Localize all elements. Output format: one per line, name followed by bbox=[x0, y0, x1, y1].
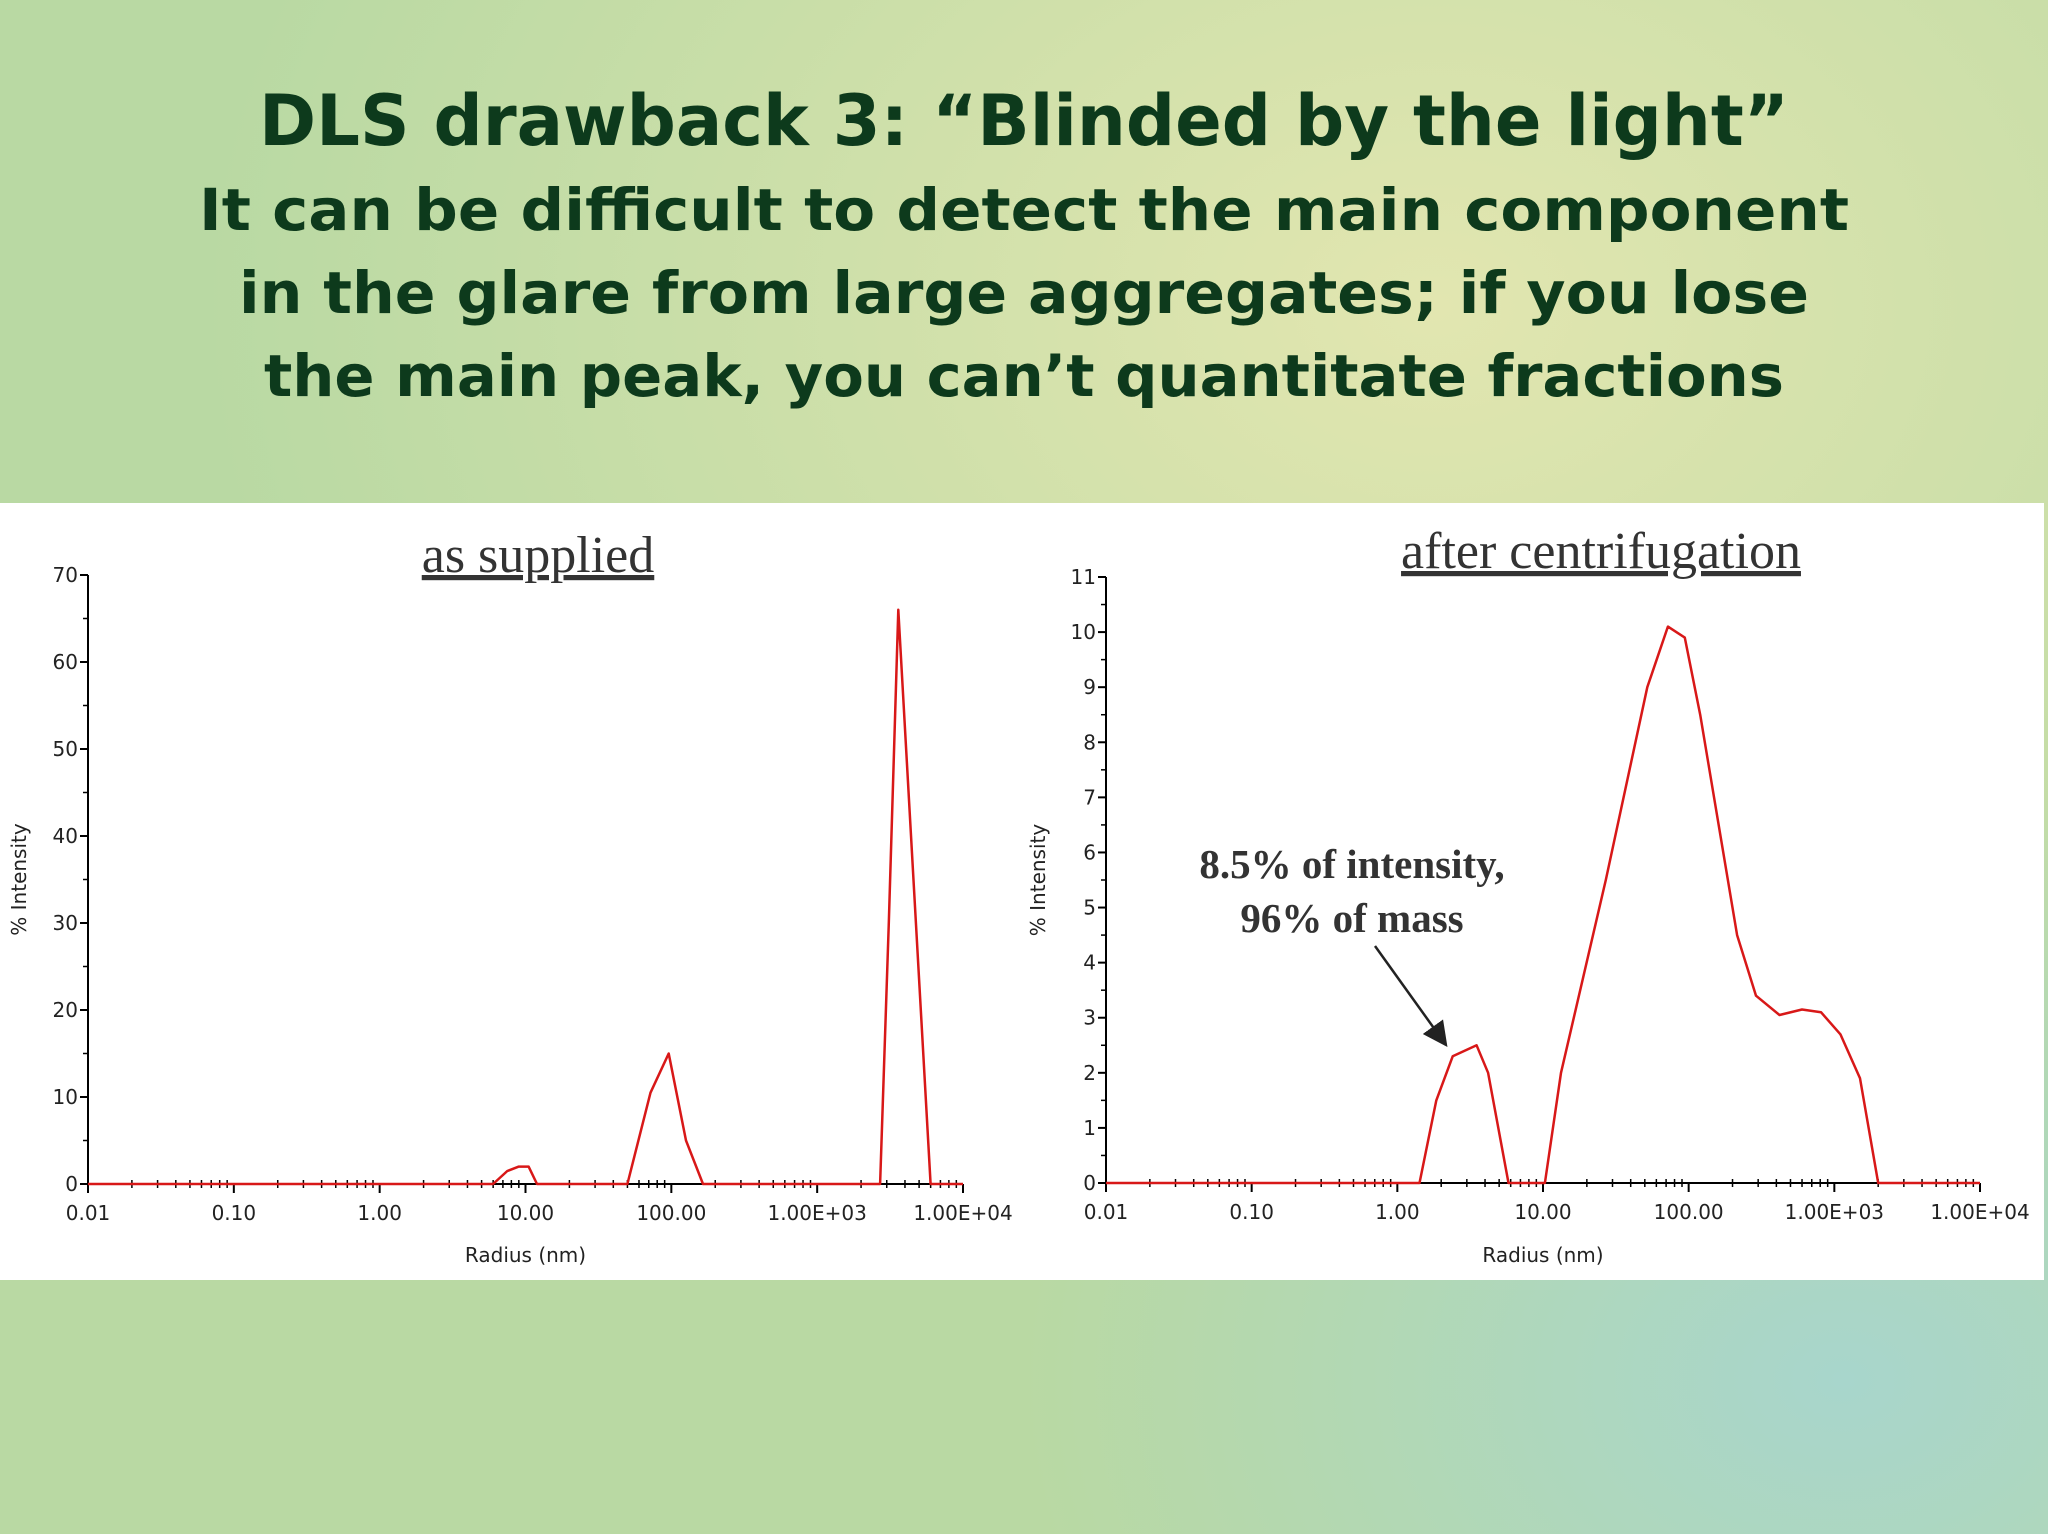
y-tick-label: 4 bbox=[1083, 951, 1096, 975]
subtitle-line: It can be difficult to detect the main c… bbox=[199, 176, 1849, 244]
y-tick-label: 8 bbox=[1083, 730, 1096, 754]
x-tick-label: 1.00E+03 bbox=[767, 1201, 866, 1225]
x-tick-label: 10.00 bbox=[1514, 1200, 1571, 1224]
y-tick-label: 7 bbox=[1083, 785, 1096, 809]
x-tick-label: 100.00 bbox=[636, 1201, 706, 1225]
y-tick-label: 6 bbox=[1083, 840, 1096, 864]
chart-title: after centrifugation bbox=[1401, 523, 1801, 580]
y-tick-label: 20 bbox=[53, 998, 78, 1022]
chart-title: as supplied bbox=[422, 527, 655, 584]
x-axis-label: Radius (nm) bbox=[1482, 1243, 1603, 1267]
x-tick-label: 10.00 bbox=[497, 1201, 554, 1225]
subtitle-line: the main peak, you can’t quantitate frac… bbox=[264, 342, 1784, 410]
y-tick-label: 5 bbox=[1083, 896, 1096, 920]
x-tick-label: 0.01 bbox=[66, 1201, 111, 1225]
y-tick-label: 60 bbox=[53, 650, 78, 674]
y-tick-label: 50 bbox=[53, 737, 78, 761]
x-tick-label: 1.00E+03 bbox=[1785, 1200, 1884, 1224]
chart-panel bbox=[0, 503, 2044, 1280]
x-tick-label: 0.10 bbox=[212, 1201, 257, 1225]
y-tick-label: 10 bbox=[1071, 620, 1096, 644]
annotation: 96% of mass bbox=[1240, 895, 1463, 941]
x-tick-label: 0.01 bbox=[1084, 1200, 1129, 1224]
data-line bbox=[88, 608, 963, 1186]
x-tick-label: 1.00E+04 bbox=[1930, 1200, 2029, 1224]
x-tick-label: 1.00 bbox=[1375, 1200, 1420, 1224]
y-tick-label: 0 bbox=[65, 1172, 78, 1196]
y-tick-label: 3 bbox=[1083, 1006, 1096, 1030]
y-tick-label: 30 bbox=[53, 911, 78, 935]
y-tick-label: 40 bbox=[53, 824, 78, 848]
slide-title: DLS drawback 3: “Blinded by the light” bbox=[259, 80, 1789, 162]
annotation: 8.5% of intensity, bbox=[1199, 841, 1504, 887]
x-tick-label: 1.00 bbox=[357, 1201, 402, 1225]
y-tick-label: 2 bbox=[1083, 1061, 1096, 1085]
annotation-arrow bbox=[1373, 945, 1448, 1048]
y-tick-label: 9 bbox=[1083, 675, 1096, 699]
data-line bbox=[1106, 625, 1980, 1185]
y-tick-label: 10 bbox=[53, 1085, 78, 1109]
y-tick-label: 70 bbox=[53, 563, 78, 587]
subtitle-line: in the glare from large aggregates; if y… bbox=[239, 259, 1809, 327]
y-axis-label: % Intensity bbox=[1026, 824, 1050, 937]
x-tick-label: 0.10 bbox=[1229, 1200, 1274, 1224]
y-axis-label: % Intensity bbox=[7, 823, 31, 936]
y-tick-label: 1 bbox=[1083, 1116, 1096, 1140]
x-tick-label: 100.00 bbox=[1654, 1200, 1724, 1224]
x-tick-label: 1.00E+04 bbox=[913, 1201, 1012, 1225]
x-axis-label: Radius (nm) bbox=[465, 1243, 586, 1267]
y-tick-label: 11 bbox=[1071, 565, 1096, 589]
y-tick-label: 0 bbox=[1083, 1171, 1096, 1195]
